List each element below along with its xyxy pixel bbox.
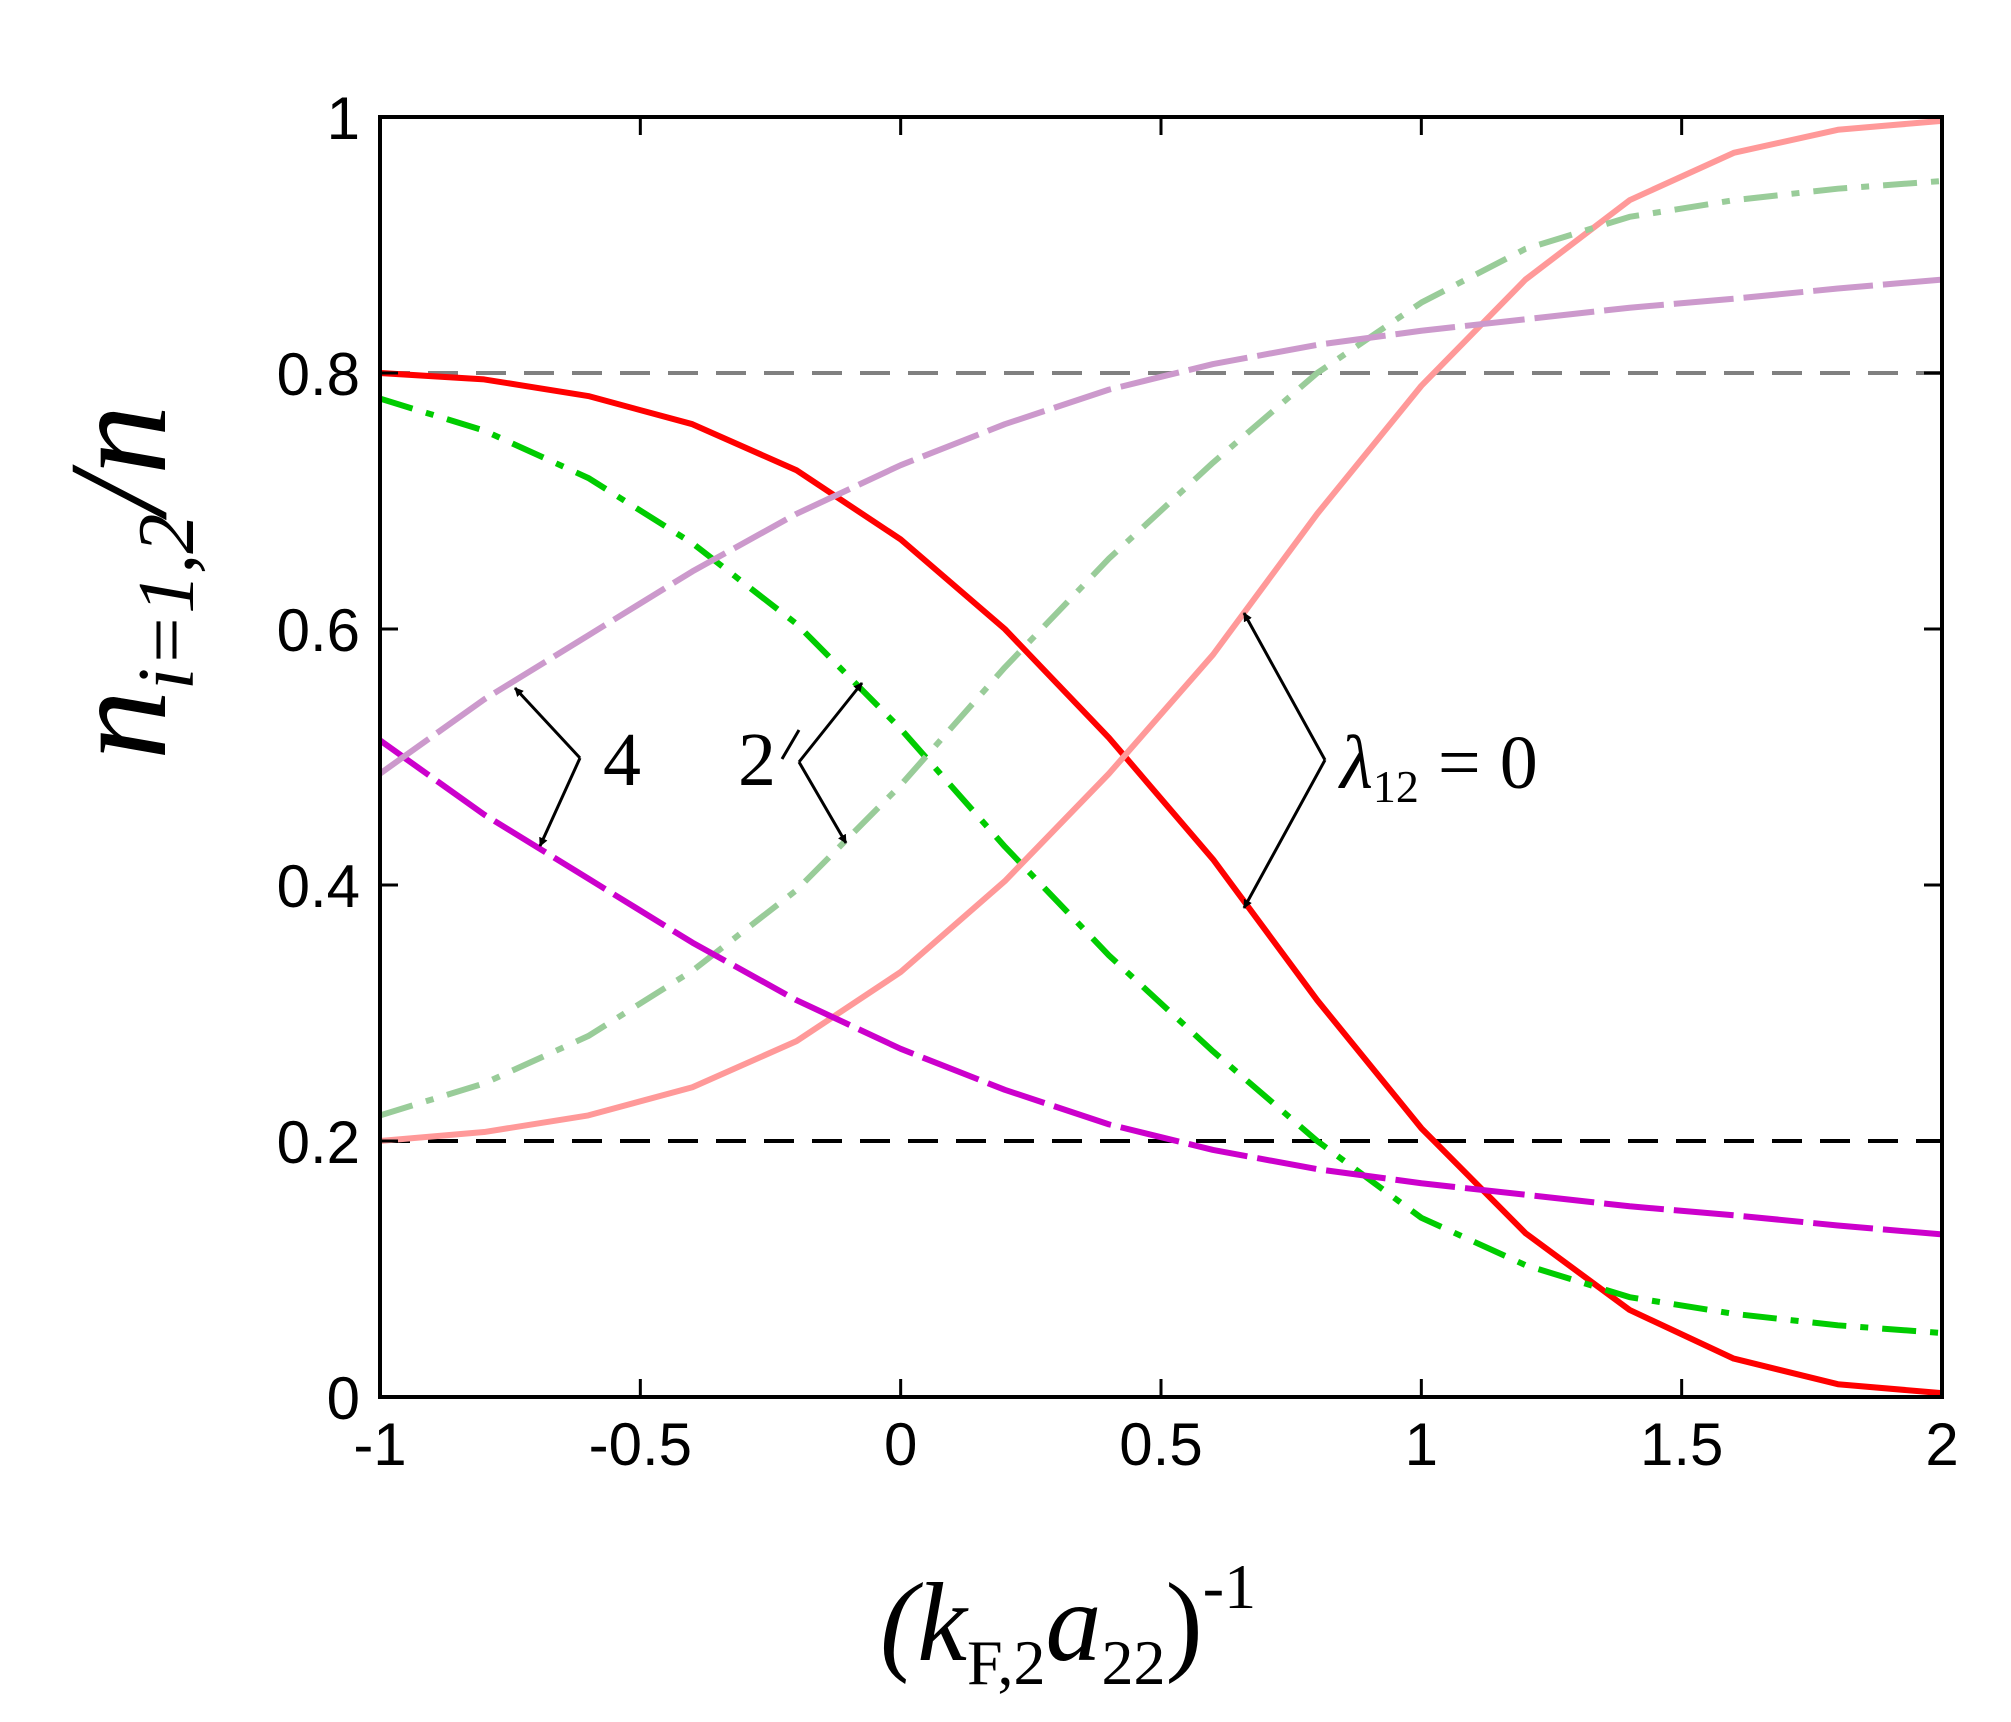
lambda-symbol: λ	[1338, 721, 1373, 805]
arrow-2-down	[797, 761, 848, 844]
arrow-lambda0-up	[1242, 612, 1327, 761]
series-line-lambda2-n2	[380, 178, 1942, 1119]
y-label-tail: /n	[41, 405, 196, 521]
lambda-value: = 0	[1419, 721, 1538, 805]
lambda-subscript: 12	[1373, 761, 1419, 812]
annotation-2: 2	[738, 682, 864, 844]
x-label-mid: a	[1045, 1561, 1101, 1685]
x-tick-label: -1	[353, 1411, 406, 1478]
x-tick-label: 1	[1405, 1411, 1438, 1478]
arrow-2-up	[797, 682, 864, 763]
x-tick-label: 0	[884, 1411, 917, 1478]
x-label-sub2: 22	[1101, 1627, 1165, 1698]
arrow-2-bracket	[780, 729, 801, 760]
annotation-lambda-0: λ12 = 0	[1242, 612, 1538, 909]
y-tick-label: 0.8	[277, 341, 360, 408]
series-line-lambda4-n1	[380, 737, 1942, 1238]
arrow-4-down	[538, 757, 582, 847]
series-line-lambda4-n2	[380, 276, 1942, 777]
x-label-open: (k	[880, 1561, 969, 1685]
y-label-base: n	[41, 690, 196, 760]
arrow-lambda0-down	[1242, 759, 1327, 909]
x-label-close: )	[1165, 1561, 1202, 1685]
y-tick-label: 0.6	[277, 597, 360, 664]
x-tick-label: 2	[1925, 1411, 1958, 1478]
y-tick-label: 0.4	[277, 853, 360, 920]
x-label-sup: -1	[1203, 1551, 1256, 1622]
tick-layer: -1 -0.5 0 0.5 1 1.5 2 0 0.2 0.4 0.6 0.8 1	[277, 85, 1959, 1478]
y-tick-label: 1	[327, 85, 360, 152]
x-label-sub1: F,2	[967, 1627, 1045, 1698]
y-axis-label: ni=1,2/n	[41, 405, 211, 760]
label-4: 4	[603, 718, 641, 802]
x-axis-label: (kF,2a22)-1	[880, 1551, 1256, 1698]
series-line-lambda0-n1	[380, 370, 1942, 1397]
y-label-sub: i=1,2	[123, 514, 211, 690]
series-line-lambda0-n2	[380, 117, 1942, 1144]
x-tick-label: 1.5	[1640, 1411, 1723, 1478]
lambda-label: λ12 = 0	[1338, 721, 1538, 812]
x-tick-label: 0.5	[1119, 1411, 1202, 1478]
annotation-4: 4	[513, 686, 641, 847]
series-line-lambda2-n1	[380, 395, 1942, 1336]
y-tick-label: 0	[327, 1365, 360, 1432]
series-layer	[380, 117, 1942, 1397]
y-tick-label: 0.2	[277, 1109, 360, 1176]
arrow-4-up	[513, 686, 582, 760]
label-2: 2	[738, 718, 776, 802]
x-tick-label: -0.5	[589, 1411, 692, 1478]
